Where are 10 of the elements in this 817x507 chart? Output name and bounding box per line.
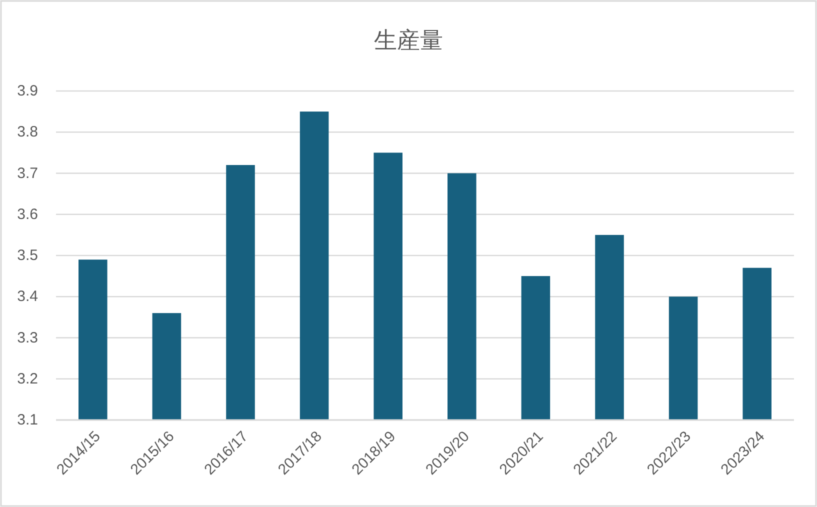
ytick: 3.8 <box>17 124 38 141</box>
ytick: 3.2 <box>17 370 38 388</box>
ytick: 3.6 <box>17 206 38 223</box>
title: 生産量 <box>374 27 443 53</box>
ytick: 3.3 <box>17 329 38 346</box>
ytick: 3.1 <box>17 412 38 428</box>
ytick: 3.5 <box>17 247 38 264</box>
ytick: 3.9 <box>17 82 38 100</box>
ytick: 3.4 <box>17 288 38 306</box>
ytick: 3.7 <box>17 164 38 182</box>
